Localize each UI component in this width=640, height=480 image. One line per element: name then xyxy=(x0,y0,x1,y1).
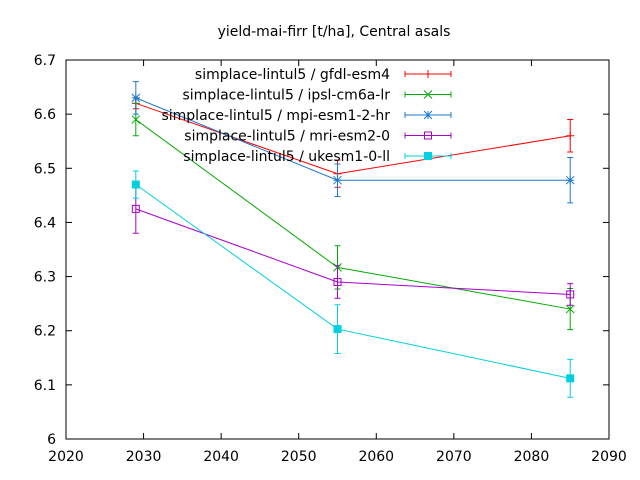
star-marker xyxy=(423,110,433,120)
series-4 xyxy=(131,170,575,398)
plot-frame xyxy=(65,59,610,440)
y-tick-label: 6.4 xyxy=(34,215,56,231)
star-marker xyxy=(131,93,141,103)
legend: simplace-lintul5 / gfdl-esm4 simplace-lin… xyxy=(161,67,452,165)
filled-square-marker xyxy=(566,374,575,383)
y-tick-label: 6.2 xyxy=(34,324,56,340)
series-layer xyxy=(131,81,575,398)
filled-square-marker xyxy=(131,180,140,189)
error-bar xyxy=(567,283,574,306)
cross-marker xyxy=(565,304,575,314)
legend-label: simplace-lintul5 / ukesm1-0-ll xyxy=(183,149,390,165)
legend-line xyxy=(404,132,452,139)
star-marker xyxy=(565,175,575,185)
x-tick-label: 2030 xyxy=(126,449,162,465)
legend-entry: simplace-lintul5 / gfdl-esm4 xyxy=(195,67,452,83)
y-tick-label: 6.6 xyxy=(34,107,56,123)
filled-square-marker xyxy=(424,152,432,160)
open-square-marker xyxy=(424,131,432,140)
chart-title: yield-mai-firr [t/ha], Central asals xyxy=(218,24,451,40)
series-line xyxy=(135,119,571,310)
legend-label: simplace-lintul5 / ipsl-cm6a-lr xyxy=(183,88,391,104)
x-tick-label: 2080 xyxy=(514,449,550,465)
error-bar xyxy=(334,265,341,299)
y-tick-label: 6.1 xyxy=(34,378,56,394)
legend-entry: simplace-lintul5 / ipsl-cm6a-lr xyxy=(183,88,452,104)
legend-label: simplace-lintul5 / gfdl-esm4 xyxy=(195,67,390,83)
filled-square-marker xyxy=(333,325,342,334)
y-tick-label: 6.7 xyxy=(34,53,56,69)
cross-marker xyxy=(423,90,433,99)
open-square-marker xyxy=(333,277,342,286)
axes: 2020 2030 2040 2050 2060 2070 2080 2090 6 6.1 6.2 6… xyxy=(34,53,627,465)
y-tick-label: 6.5 xyxy=(34,161,56,177)
x-tick-label: 2020 xyxy=(48,449,84,465)
open-square-marker xyxy=(131,204,140,213)
x-tick-label: 2090 xyxy=(591,449,627,465)
x-tick-label: 2060 xyxy=(358,449,394,465)
plus-marker xyxy=(424,70,432,78)
series-3 xyxy=(131,184,575,306)
y-tick-label: 6 xyxy=(47,432,56,448)
x-tick-label: 2070 xyxy=(436,449,472,465)
series-2 xyxy=(131,81,575,204)
series-line xyxy=(135,184,571,379)
legend-entry: simplace-lintul5 / ukesm1-0-ll xyxy=(183,149,452,165)
legend-label: simplace-lintul5 / mpi-esm1-2-hr xyxy=(161,108,390,124)
series-line xyxy=(135,208,571,295)
y-tick-label: 6.3 xyxy=(34,270,56,286)
x-tick-label: 2050 xyxy=(281,449,317,465)
plus-marker xyxy=(566,131,575,140)
cross-marker xyxy=(131,115,141,124)
star-marker xyxy=(333,175,342,185)
legend-entry: simplace-lintul5 / mri-esm2-0 xyxy=(184,129,452,145)
open-square-marker xyxy=(566,290,575,299)
legend-label: simplace-lintul5 / mri-esm2-0 xyxy=(184,129,390,145)
legend-entry: simplace-lintul5 / mpi-esm1-2-hr xyxy=(161,108,452,124)
x-tick-label: 2040 xyxy=(203,449,239,465)
